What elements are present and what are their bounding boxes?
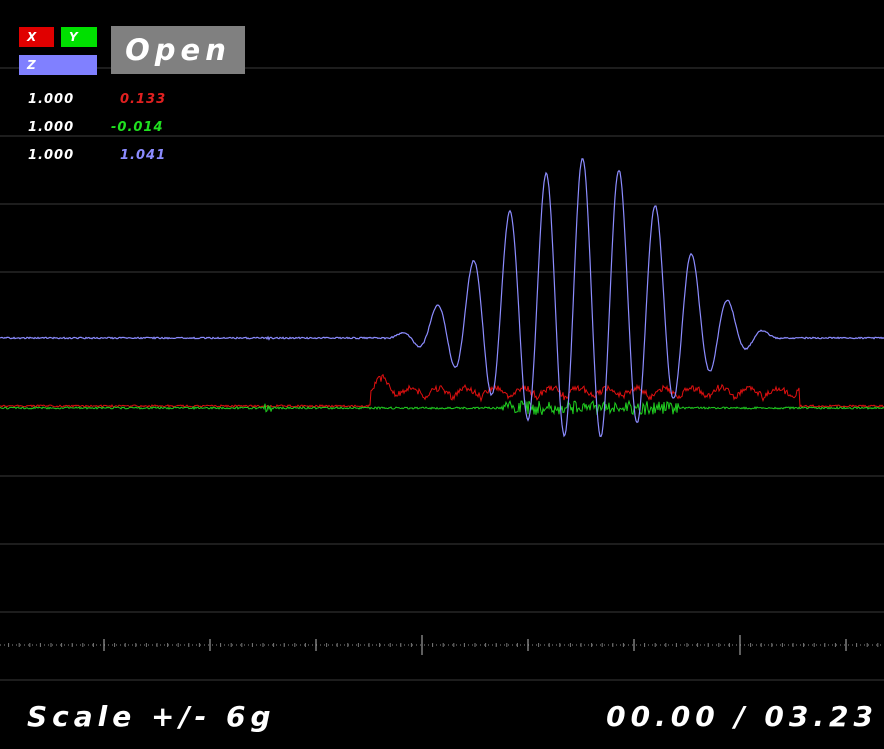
scale-z: 1.000	[28, 148, 75, 163]
legend-z[interactable]: Z	[19, 55, 97, 75]
scale-y: 1.000	[28, 120, 75, 135]
legend-y[interactable]: Y	[61, 27, 97, 47]
value-x: 0.133	[120, 92, 167, 107]
wave-z	[0, 158, 884, 438]
wave-x	[0, 373, 884, 408]
time-label: 00.00 / 03.23	[606, 700, 878, 733]
open-button[interactable]: Open	[111, 26, 245, 74]
value-y: -0.014	[111, 120, 164, 135]
scale-x: 1.000	[28, 92, 75, 107]
scale-label: Scale +/- 6g	[27, 700, 276, 733]
legend-x[interactable]: X	[19, 27, 54, 47]
wave-y	[0, 399, 884, 416]
value-z: 1.041	[120, 148, 167, 163]
